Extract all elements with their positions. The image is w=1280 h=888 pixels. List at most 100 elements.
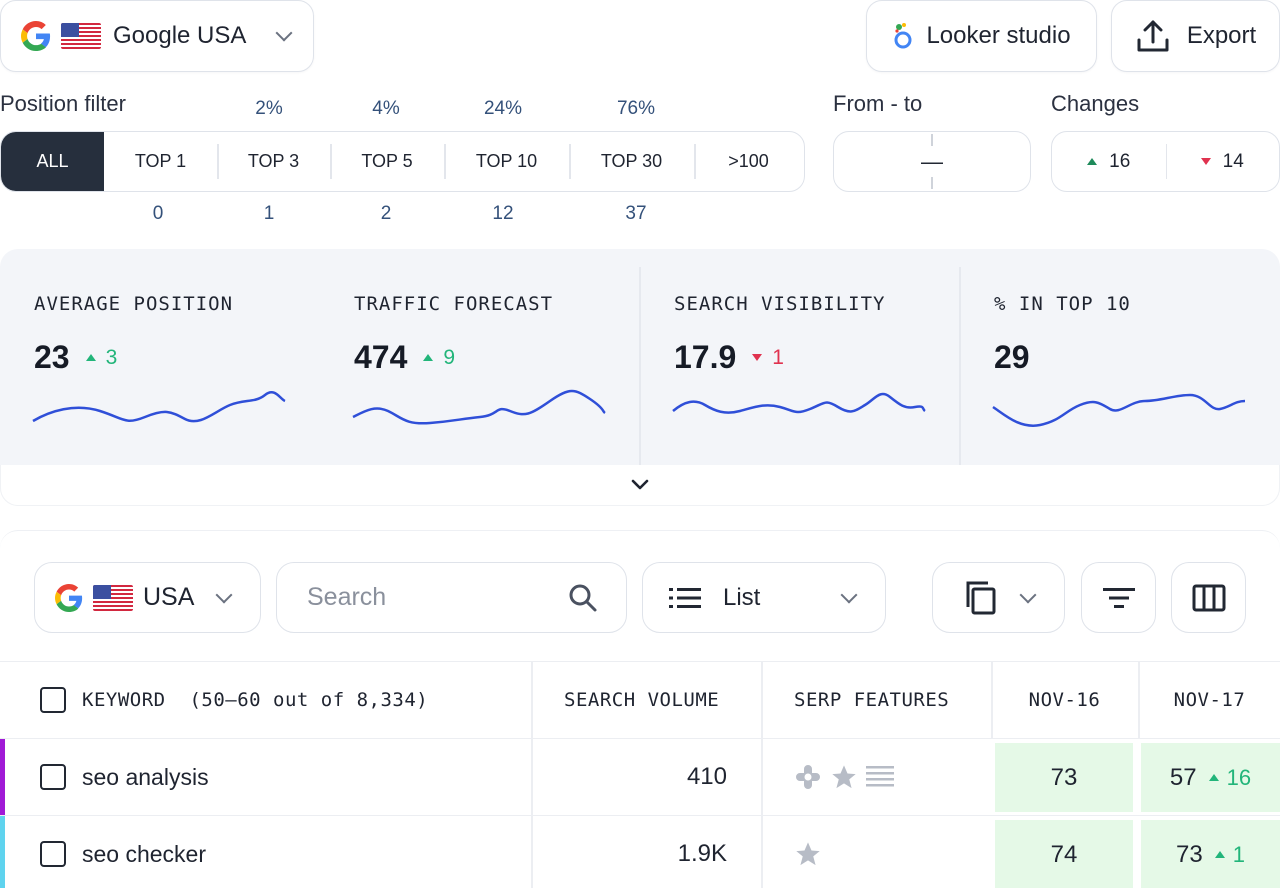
keyword-cell: seo checker [82, 816, 206, 888]
filter-top10[interactable]: TOP 10 [444, 132, 569, 191]
volume-cell: 410 [531, 739, 727, 815]
search-volume-header[interactable]: SEARCH VOLUME [564, 662, 719, 738]
position-value: 57 [1169, 763, 1197, 791]
chevron-down-icon [275, 24, 293, 42]
metrics-divider [959, 267, 961, 465]
column-divider [761, 662, 763, 738]
google-icon [21, 21, 51, 51]
metric-value: 23 [34, 339, 70, 375]
changes-label: Changes [1051, 91, 1140, 116]
metric-search-visibility: SEARCH VISIBILITY 17.9 1 [640, 249, 960, 465]
serp-features-header[interactable]: SERP FEATURES [794, 662, 949, 738]
date-nov17-label: NOV-17 [1173, 689, 1246, 711]
copy-icon [966, 581, 995, 614]
filter-top30[interactable]: TOP 30 [569, 132, 694, 191]
copy-button[interactable] [932, 562, 1065, 633]
arrow-up-icon [85, 354, 96, 361]
looker-studio-icon [894, 23, 912, 49]
row-checkbox-cell [40, 816, 66, 888]
metric-value-row: 29 [994, 339, 1030, 376]
select-all-checkbox[interactable] [40, 687, 66, 713]
puzzle-icon [796, 765, 820, 789]
changes-filter: 16 14 [1051, 131, 1280, 192]
row-checkbox[interactable] [40, 764, 66, 790]
column-divider [531, 662, 533, 738]
table-header-row: KEYWORD (50–60 out of 8,334) SEARCH VOLU… [0, 661, 1280, 739]
position-value: 74 [1050, 840, 1078, 868]
date-nov16-header[interactable]: NOV-16 [991, 662, 1138, 738]
search-engine-label: Google USA [113, 22, 247, 49]
top1-count: 0 [152, 203, 164, 224]
metric-value-row: 474 9 [354, 339, 455, 376]
country-label: USA [143, 583, 195, 611]
filter-button[interactable] [1081, 562, 1156, 633]
position-change-value: 16 [1226, 764, 1252, 790]
columns-button[interactable] [1171, 562, 1246, 633]
view-mode-select[interactable]: List [642, 562, 886, 633]
metrics-expand-toggle[interactable] [0, 465, 1280, 506]
sparkline-chart [32, 391, 286, 423]
metric-delta: 9 [423, 346, 455, 370]
range-dash: — [921, 148, 943, 174]
table-row[interactable]: seo checker 1.9K 74 73 1 [0, 816, 1280, 888]
search-icon [569, 584, 597, 611]
column-divider [991, 662, 993, 738]
metric-traffic-forecast: TRAFFIC FORECAST 474 9 [320, 249, 640, 465]
changes-down-count: 14 [1222, 150, 1244, 172]
sparkline-chart [352, 389, 606, 425]
metric-title: AVERAGE POSITION [34, 293, 234, 315]
keyword-cell: seo analysis [82, 739, 209, 815]
filter-over100[interactable]: >100 [694, 132, 803, 191]
filter-top3[interactable]: TOP 3 [217, 132, 330, 191]
column-divider [761, 739, 763, 815]
column-divider [1138, 662, 1140, 738]
top5-percent: 4% [372, 98, 400, 119]
filter-all[interactable]: ALL [1, 132, 104, 191]
metric-delta: 3 [85, 345, 118, 370]
star-icon [832, 765, 856, 789]
serp-features-cell [794, 816, 822, 888]
position-value: 73 [1050, 763, 1078, 791]
row-accent-bar [0, 816, 5, 888]
metric-value: 29 [994, 339, 1030, 375]
upload-icon [1137, 20, 1169, 52]
arrow-up-icon [1087, 158, 1098, 165]
date-nov17-header[interactable]: NOV-17 [1139, 662, 1280, 738]
country-select[interactable]: USA [34, 562, 261, 633]
table-row[interactable]: seo analysis 410 73 57 16 [0, 739, 1280, 816]
date-nov16-label: NOV-16 [1028, 689, 1101, 711]
filter-top1[interactable]: TOP 1 [134, 151, 187, 171]
filter-top5[interactable]: TOP 5 [330, 132, 444, 191]
arrow-up-icon [1208, 774, 1219, 781]
position-range-input[interactable]: — [833, 131, 1031, 192]
keyword-text[interactable]: seo analysis [82, 763, 209, 790]
metric-delta-value: 3 [105, 345, 118, 369]
keyword-text[interactable]: seo checker [82, 840, 207, 867]
range-tick-top [931, 134, 933, 146]
metrics-panel: AVERAGE POSITION 23 3 TRAFFIC FORECAST 4… [0, 249, 1280, 506]
position-change: 16 [1208, 764, 1252, 791]
metric-value: 17.9 [674, 339, 737, 375]
search-input[interactable]: Search [276, 562, 627, 633]
changes-down-button[interactable]: 14 [1165, 132, 1280, 191]
export-button[interactable]: Export [1111, 0, 1280, 72]
search-engine-select[interactable]: Google USA [0, 0, 314, 72]
volume-cell: 1.9K [531, 816, 727, 888]
changes-up-count: 16 [1109, 150, 1131, 172]
volume-value: 410 [686, 763, 727, 790]
metric-percent-top10: % IN TOP 10 29 [960, 249, 1280, 465]
metric-value-row: 17.9 1 [674, 339, 784, 376]
metric-delta: 1 [752, 346, 784, 370]
keyword-header[interactable]: KEYWORD (50–60 out of 8,334) [82, 662, 428, 738]
looker-studio-button[interactable]: Looker studio [866, 0, 1097, 72]
metric-value-row: 23 3 [34, 339, 117, 376]
columns-icon [1192, 584, 1225, 611]
google-icon [55, 583, 83, 612]
row-checkbox[interactable] [40, 841, 66, 867]
arrow-down-icon [1200, 158, 1211, 165]
metric-title: TRAFFIC FORECAST [354, 293, 554, 315]
changes-up-button[interactable]: 16 [1052, 132, 1166, 191]
range-tick-bottom [931, 177, 933, 189]
export-label: Export [1186, 22, 1257, 49]
chevron-down-icon [631, 479, 649, 490]
